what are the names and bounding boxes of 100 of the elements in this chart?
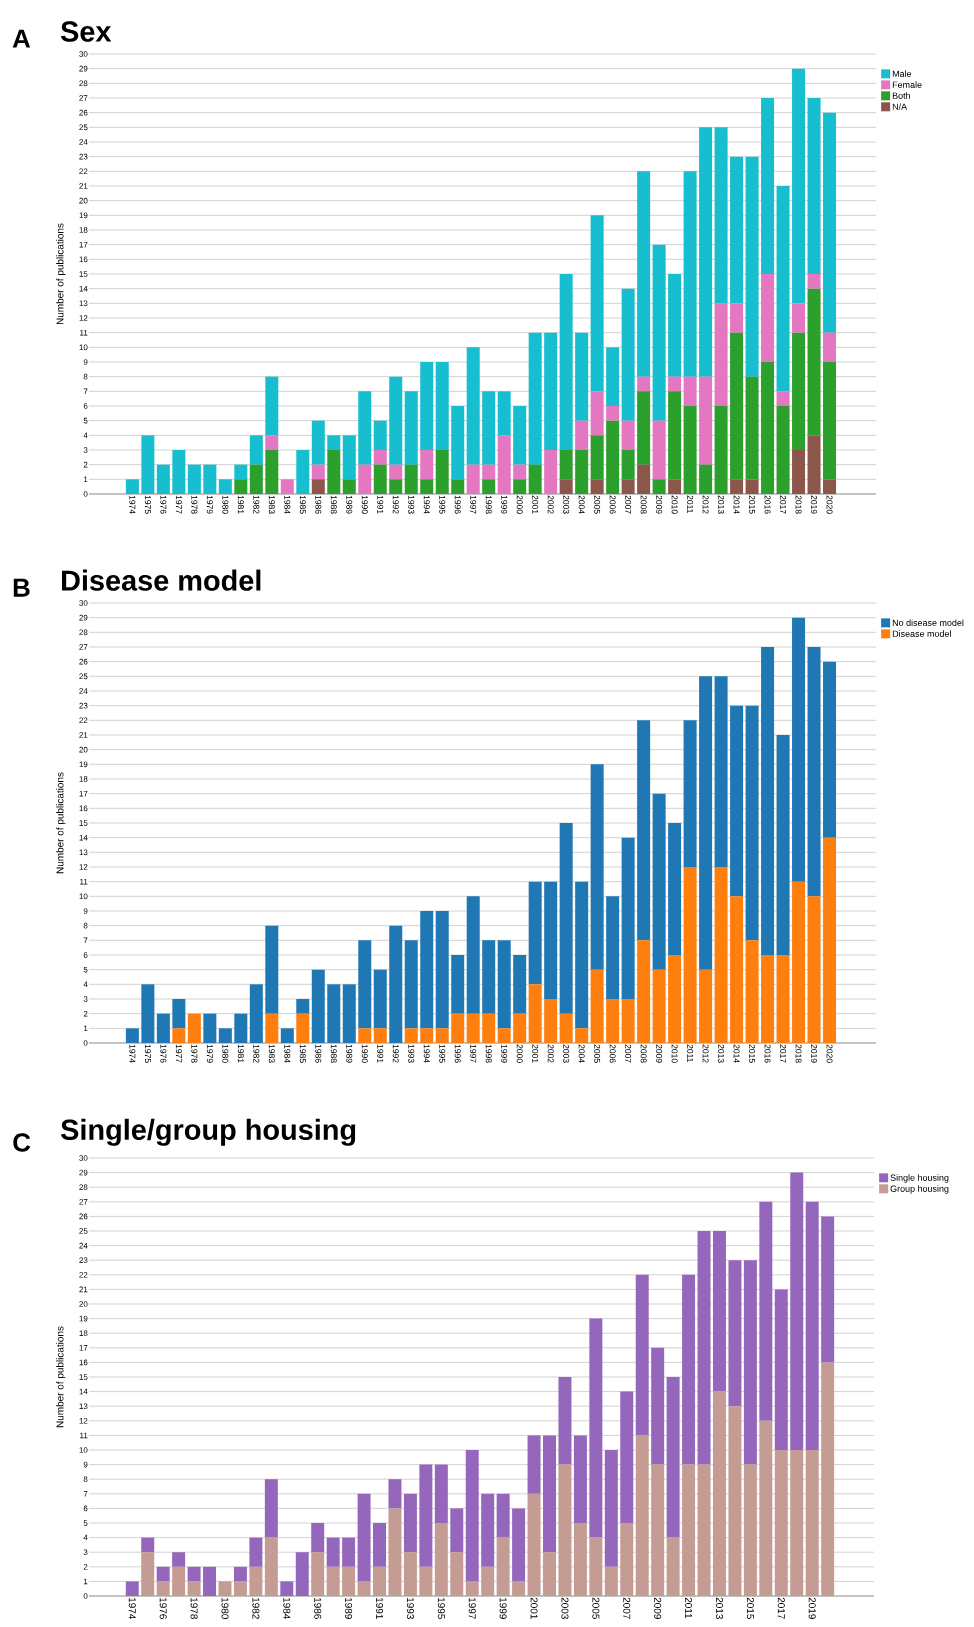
bar: [761, 97, 775, 274]
x-tick-label: 1975: [144, 495, 151, 514]
bar: [218, 1028, 232, 1043]
bar: [559, 273, 573, 450]
bar: [420, 361, 434, 450]
bar: [404, 1028, 418, 1043]
bar: [821, 1362, 835, 1596]
bar: [404, 940, 418, 1029]
x-tick-label: 1985: [299, 495, 306, 514]
x-tick-label: 1982: [253, 1044, 260, 1063]
bar: [357, 1493, 371, 1582]
bar: [419, 1566, 433, 1596]
bar: [637, 376, 651, 392]
bar: [420, 910, 434, 1029]
bar: [513, 954, 527, 1014]
bar: [466, 1013, 480, 1043]
bar: [699, 376, 713, 465]
bar: [311, 1523, 325, 1553]
bar: [604, 1450, 618, 1567]
bar: [792, 303, 806, 333]
bar: [203, 1566, 217, 1596]
bar: [482, 464, 496, 480]
bar: [743, 1260, 757, 1465]
chart-title: Disease model: [62, 569, 261, 591]
x-tick-label: 2017: [780, 495, 787, 514]
bar: [434, 1464, 448, 1523]
x-tick-label: 1980: [222, 1044, 229, 1063]
bar: [559, 1013, 573, 1043]
bar: [389, 479, 403, 494]
x-tick-label: 1980: [222, 495, 229, 514]
x-tick-label: 2006: [609, 495, 616, 514]
bar: [589, 1318, 603, 1538]
bar: [187, 1581, 201, 1596]
bar: [697, 1464, 711, 1596]
x-tick-label: 1999: [499, 1597, 507, 1619]
bar: [682, 1464, 696, 1596]
bar: [528, 984, 542, 1043]
x-tick-label: 1982: [252, 1597, 260, 1619]
x-tick-label: 2009: [656, 1044, 663, 1063]
x-tick-label: 1996: [454, 495, 461, 514]
bar: [761, 954, 775, 1043]
bar: [544, 998, 558, 1043]
x-tick-label: 2001: [530, 1597, 538, 1619]
x-tick-label: 1995: [437, 1597, 445, 1619]
bar: [265, 376, 279, 436]
bar: [637, 171, 651, 377]
bar: [141, 435, 155, 494]
bar: [403, 1552, 417, 1596]
bar: [451, 405, 465, 480]
bar: [728, 1406, 742, 1596]
bar: [420, 1028, 434, 1043]
bar: [172, 1566, 186, 1596]
bar: [792, 449, 806, 494]
bar: [637, 391, 651, 465]
bar: [823, 837, 837, 1043]
bar: [435, 449, 449, 494]
bar: [482, 940, 496, 1014]
bar: [621, 479, 635, 494]
bar: [264, 1479, 278, 1538]
bar: [714, 866, 728, 1043]
bar: [668, 376, 682, 392]
x-tick-label: 1986: [315, 1044, 322, 1063]
bar: [683, 376, 697, 406]
x-tick-label: 2017: [780, 1044, 787, 1063]
x-tick-label: 2018: [795, 495, 802, 514]
x-tick-label: 1974: [128, 1597, 136, 1620]
bar: [761, 646, 775, 955]
bar: [234, 1013, 248, 1043]
x-tick-label: 2010: [671, 1044, 678, 1063]
legend-label: Male: [892, 70, 912, 77]
bar: [589, 1537, 603, 1596]
bar: [823, 479, 837, 494]
bar: [327, 435, 341, 450]
bar: [745, 940, 759, 1043]
bar: [714, 303, 728, 406]
bar: [668, 479, 682, 494]
bar: [141, 984, 155, 1043]
bar: [683, 720, 697, 867]
x-tick-label: 1993: [406, 1597, 414, 1619]
x-tick-label: 1989: [346, 495, 353, 514]
bar: [373, 464, 387, 494]
bar: [559, 822, 573, 1014]
bar: [805, 1201, 819, 1450]
text: C: [13, 1133, 31, 1152]
bar: [759, 1420, 773, 1596]
bar: [776, 185, 790, 392]
bar: [666, 1377, 680, 1538]
bar: [668, 954, 682, 1043]
x-tick-label: 2004: [578, 1044, 585, 1063]
x-tick-label: 1994: [423, 495, 430, 514]
bar: [296, 998, 310, 1014]
x-tick-label: 1977: [175, 1044, 182, 1063]
x-tick-label: 2007: [625, 1044, 632, 1063]
bar: [544, 449, 558, 494]
x-tick-label: 1995: [439, 1044, 446, 1063]
x-tick-label: 1992: [392, 495, 399, 514]
bar: [265, 449, 279, 494]
bar: [776, 391, 790, 406]
x-tick-label: 2008: [640, 1044, 647, 1063]
bar: [792, 881, 806, 1043]
